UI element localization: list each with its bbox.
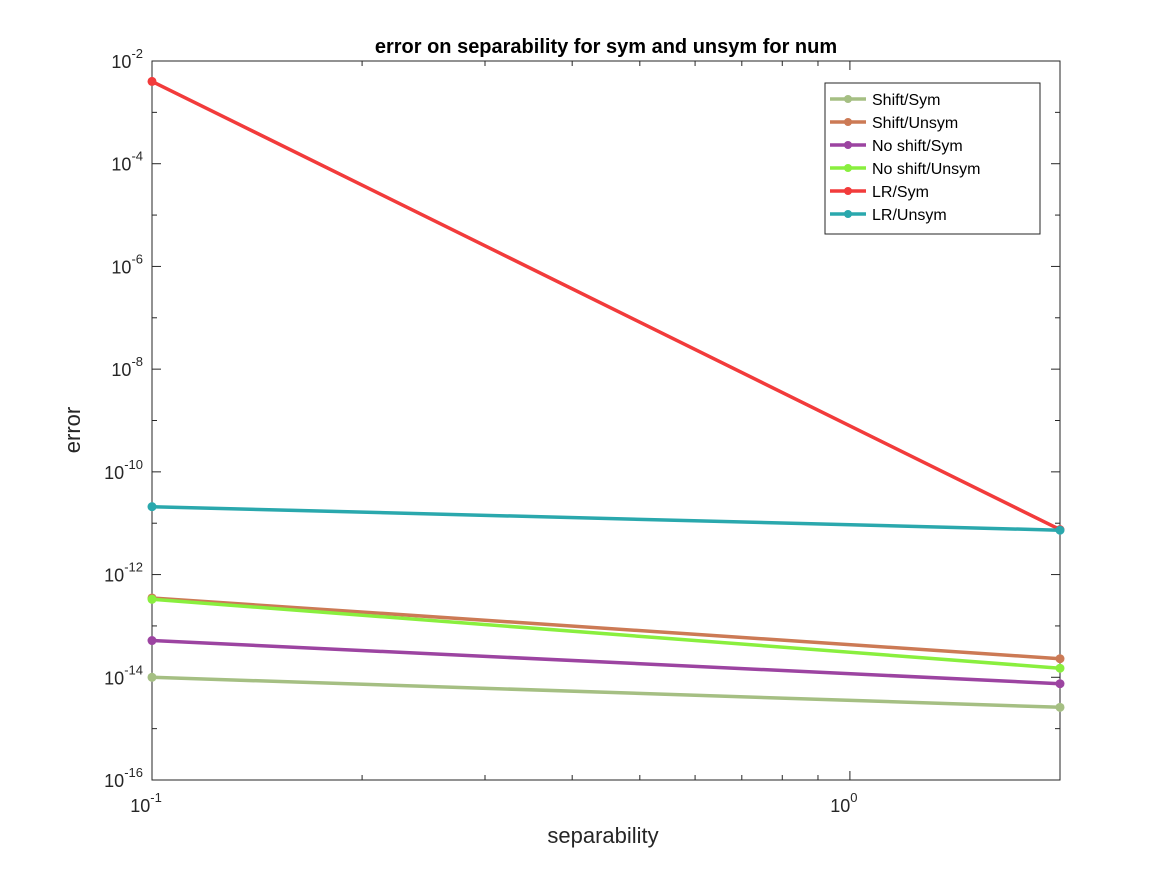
legend-item-no-shift-unsym: No shift/Unsym [830, 161, 980, 178]
y-tick-label: 10-12 [104, 560, 143, 586]
data-point [147, 502, 157, 512]
data-point [1055, 525, 1065, 535]
y-tick-label: 10-10 [104, 457, 143, 483]
data-point [147, 636, 157, 646]
legend-item-shift-sym: Shift/Sym [830, 92, 940, 109]
series-line-shift-sym [151, 675, 1061, 710]
chart-title: error on separability for sym and unsym … [375, 36, 837, 58]
legend-marker [844, 118, 852, 126]
y-tick-label: 10-2 [111, 46, 143, 72]
minor-ticks [152, 61, 1060, 780]
series-line-shift-unsym [151, 596, 1061, 661]
legend-label: LR/Unsym [872, 207, 947, 224]
x-tick-labels: 10-1 100 [130, 790, 857, 816]
legend-label: No shift/Sym [872, 138, 963, 155]
legend-box [824, 82, 1041, 235]
major-ticks [151, 60, 1060, 781]
y-tick-label: 10-6 [111, 251, 143, 277]
legend-label: Shift/Sym [872, 92, 940, 109]
data-point [1055, 654, 1065, 664]
legend-item-no-shift-sym: No shift/Sym [830, 138, 963, 155]
series-lr-unsym [147, 502, 1065, 535]
y-axis-label: error [60, 407, 85, 453]
data-point [147, 672, 157, 682]
series-no-shift-unsym [147, 594, 1065, 673]
legend-marker [844, 187, 852, 195]
data-point [147, 76, 157, 86]
series-group [147, 76, 1065, 712]
legend: Shift/Sym Shift/Unsym No shift/Sym No shift… [824, 82, 1041, 235]
legend-marker [844, 95, 852, 103]
y-tick-label: 10-8 [111, 354, 143, 380]
legend-label: No shift/Unsym [872, 161, 980, 178]
x-tick-label: 100 [830, 790, 857, 816]
y-tick-label: 10-4 [111, 149, 143, 175]
y-tick-label: 10-14 [104, 662, 143, 688]
legend-label: Shift/Unsym [872, 115, 958, 132]
y-tick-labels: 10-16 10-14 10-12 10-10 10-8 10-6 10-4 10-2 [104, 46, 143, 791]
series-line-lr-sym [151, 79, 1061, 532]
legend-item-lr-unsym: LR/Unsym [830, 207, 947, 224]
data-point [1055, 663, 1065, 673]
series-line-no-shift-sym [151, 638, 1061, 686]
series-no-shift-sym [147, 636, 1065, 689]
y-tick-label: 10-16 [104, 765, 143, 791]
legend-marker [844, 164, 852, 172]
series-line-lr-unsym [151, 504, 1061, 532]
x-tick-label: 10-1 [130, 790, 162, 816]
legend-label: LR/Sym [872, 184, 929, 201]
series-line-no-shift-unsym [151, 597, 1061, 670]
data-point [1055, 679, 1065, 689]
legend-item-lr-sym: LR/Sym [830, 184, 929, 201]
data-point [1055, 702, 1065, 712]
legend-marker [844, 141, 852, 149]
x-axis-label: separability [547, 823, 658, 848]
legend-item-shift-unsym: Shift/Unsym [830, 115, 958, 132]
series-shift-sym [147, 672, 1065, 712]
legend-items: Shift/Sym Shift/Unsym No shift/Sym No shift… [830, 92, 980, 224]
legend-marker [844, 210, 852, 218]
data-point [147, 594, 157, 604]
